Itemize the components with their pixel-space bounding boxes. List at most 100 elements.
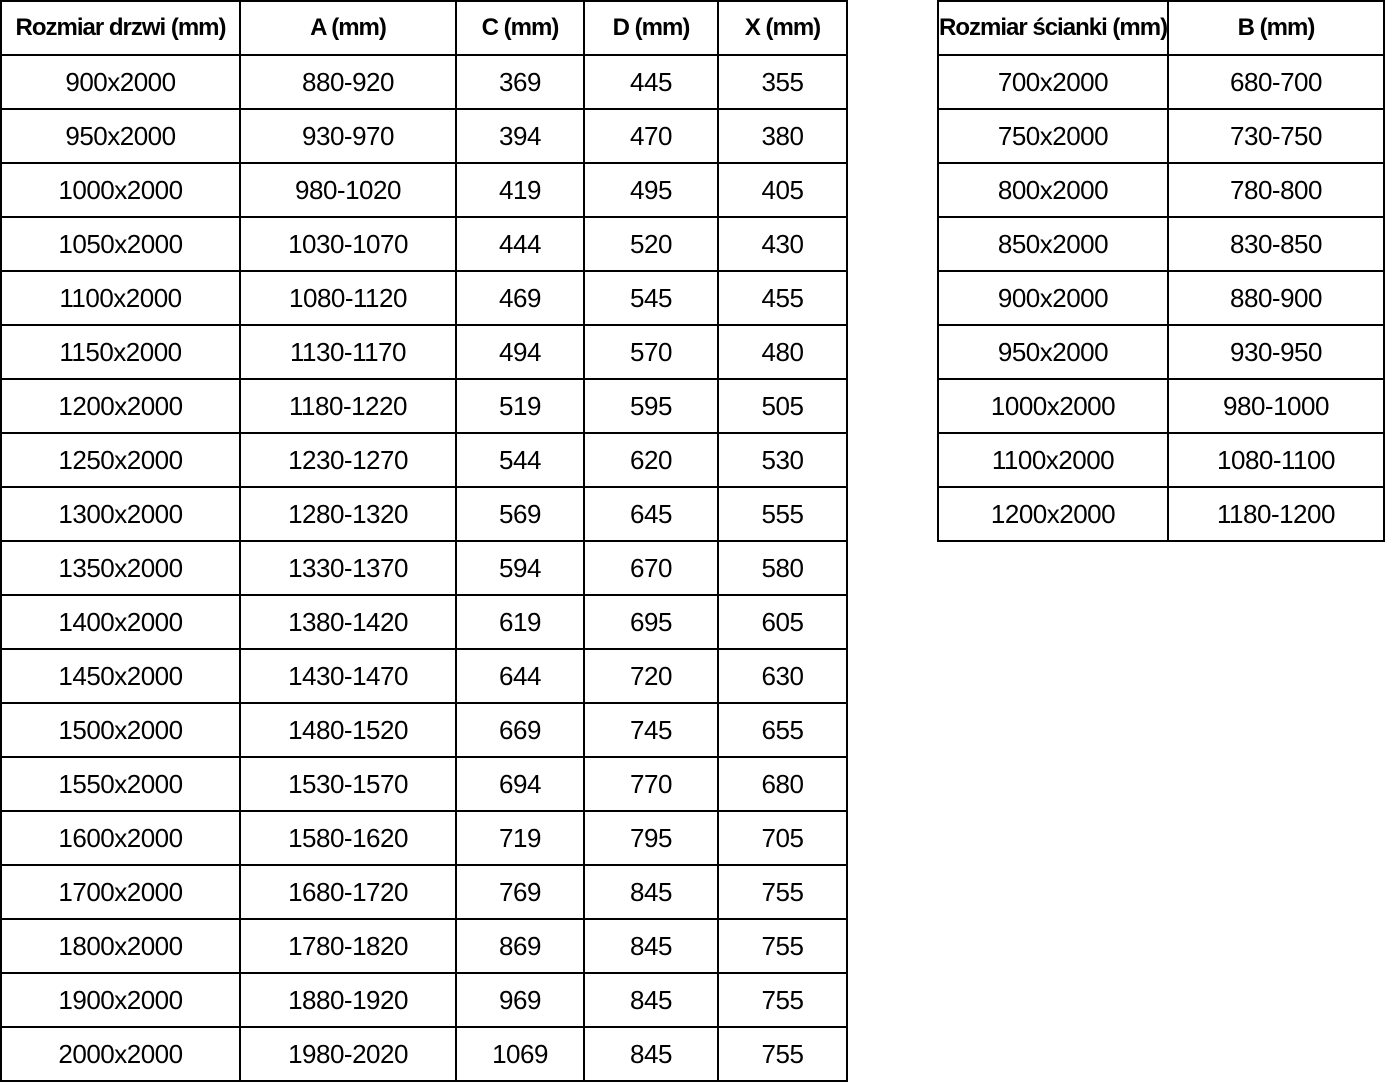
table-row: 1550x2000 1530-1570 694 770 680	[0, 756, 848, 812]
table-cell: 394	[455, 108, 585, 164]
table-row: 1500x2000 1480-1520 669 745 655	[0, 702, 848, 758]
table-cell: 1050x2000	[0, 216, 241, 272]
wall-sizes-table: Rozmiar ścianki (mm) B (mm) 700x2000 680-70…	[937, 0, 1385, 542]
table-cell: 755	[717, 864, 848, 920]
table-cell: 455	[717, 270, 848, 326]
wall-sizes-table-body: Rozmiar ścianki (mm) B (mm) 700x2000 680-70…	[937, 0, 1385, 542]
table-cell: 645	[583, 486, 719, 542]
table-cell: 580	[717, 540, 848, 596]
table-cell: 880-900	[1167, 270, 1385, 326]
table-cell: 1430-1470	[239, 648, 457, 704]
table-cell: 1130-1170	[239, 324, 457, 380]
table-cell: 1680-1720	[239, 864, 457, 920]
table-cell: 1600x2000	[0, 810, 241, 866]
table-row: 1250x2000 1230-1270 544 620 530	[0, 432, 848, 488]
table-cell: 950x2000	[0, 108, 241, 164]
table-cell: 1530-1570	[239, 756, 457, 812]
table-cell: 755	[717, 918, 848, 974]
table-row: 1300x2000 1280-1320 569 645 555	[0, 486, 848, 542]
table-cell: 669	[455, 702, 585, 758]
table-cell: 619	[455, 594, 585, 650]
table-cell: 369	[455, 54, 585, 110]
table-cell: 430	[717, 216, 848, 272]
table-row: 1200x2000 1180-1220 519 595 505	[0, 378, 848, 434]
table-row: 1100x2000 1080-1120 469 545 455	[0, 270, 848, 326]
table-cell: 845	[583, 918, 719, 974]
table-cell: 980-1000	[1167, 378, 1385, 434]
table-cell: 1380-1420	[239, 594, 457, 650]
table-row: 950x2000 930-970 394 470 380	[0, 108, 848, 164]
table-row: 1400x2000 1380-1420 619 695 605	[0, 594, 848, 650]
table-row: 1000x2000 980-1000	[937, 378, 1385, 434]
header-cell: C (mm)	[455, 0, 585, 56]
table-cell: 380	[717, 108, 848, 164]
table-cell: 1100x2000	[0, 270, 241, 326]
table-cell: 1000x2000	[937, 378, 1169, 434]
table-cell: 845	[583, 972, 719, 1028]
table-cell: 605	[717, 594, 848, 650]
table-cell: 1000x2000	[0, 162, 241, 218]
table-cell: 1550x2000	[0, 756, 241, 812]
table-cell: 850x2000	[937, 216, 1169, 272]
table-cell: 845	[583, 1026, 719, 1082]
table-cell: 355	[717, 54, 848, 110]
table-cell: 769	[455, 864, 585, 920]
table-cell: 519	[455, 378, 585, 434]
table-cell: 880-920	[239, 54, 457, 110]
table-cell: 1880-1920	[239, 972, 457, 1028]
table-cell: 780-800	[1167, 162, 1385, 218]
table-cell: 900x2000	[937, 270, 1169, 326]
table-cell: 770	[583, 756, 719, 812]
header-cell: A (mm)	[239, 0, 457, 56]
header-row: Rozmiar drzwi (mm) A (mm) C (mm) D (mm) X (m…	[0, 0, 848, 56]
table-cell: 1900x2000	[0, 972, 241, 1028]
table-cell: 1150x2000	[0, 324, 241, 380]
table-cell: 495	[583, 162, 719, 218]
table-row: 1900x2000 1880-1920 969 845 755	[0, 972, 848, 1028]
table-cell: 869	[455, 918, 585, 974]
table-cell: 730-750	[1167, 108, 1385, 164]
table-cell: 1300x2000	[0, 486, 241, 542]
door-sizes-table: Rozmiar drzwi (mm) A (mm) C (mm) D (mm) X (m…	[0, 0, 848, 1082]
table-cell: 1080-1120	[239, 270, 457, 326]
table-cell: 620	[583, 432, 719, 488]
table-cell: 1200x2000	[937, 486, 1169, 542]
table-cell: 680	[717, 756, 848, 812]
table-cell: 1200x2000	[0, 378, 241, 434]
header-cell: X (mm)	[717, 0, 848, 56]
table-row: 1000x2000 980-1020 419 495 405	[0, 162, 848, 218]
table-cell: 969	[455, 972, 585, 1028]
table-cell: 494	[455, 324, 585, 380]
table-cell: 1980-2020	[239, 1026, 457, 1082]
table-cell: 1480-1520	[239, 702, 457, 758]
table-cell: 480	[717, 324, 848, 380]
table-cell: 830-850	[1167, 216, 1385, 272]
table-row: 800x2000 780-800	[937, 162, 1385, 218]
table-cell: 930-950	[1167, 324, 1385, 380]
table-cell: 1100x2000	[937, 432, 1169, 488]
table-cell: 1500x2000	[0, 702, 241, 758]
table-cell: 569	[455, 486, 585, 542]
table-cell: 795	[583, 810, 719, 866]
table-cell: 505	[717, 378, 848, 434]
table-cell: 700x2000	[937, 54, 1169, 110]
table-cell: 755	[717, 972, 848, 1028]
table-row: 1200x2000 1180-1200	[937, 486, 1385, 542]
table-cell: 595	[583, 378, 719, 434]
table-row: 1100x2000 1080-1100	[937, 432, 1385, 488]
table-cell: 1250x2000	[0, 432, 241, 488]
header-cell: B (mm)	[1167, 0, 1385, 56]
table-row: 1700x2000 1680-1720 769 845 755	[0, 864, 848, 920]
table-cell: 1800x2000	[0, 918, 241, 974]
header-cell: Rozmiar ścianki (mm)	[937, 0, 1169, 56]
table-row: 900x2000 880-900	[937, 270, 1385, 326]
table-row: 2000x2000 1980-2020 1069 845 755	[0, 1026, 848, 1082]
table-cell: 745	[583, 702, 719, 758]
table-row: 1150x2000 1130-1170 494 570 480	[0, 324, 848, 380]
table-cell: 405	[717, 162, 848, 218]
table-cell: 695	[583, 594, 719, 650]
table-row: 750x2000 730-750	[937, 108, 1385, 164]
table-cell: 570	[583, 324, 719, 380]
table-row: 1800x2000 1780-1820 869 845 755	[0, 918, 848, 974]
